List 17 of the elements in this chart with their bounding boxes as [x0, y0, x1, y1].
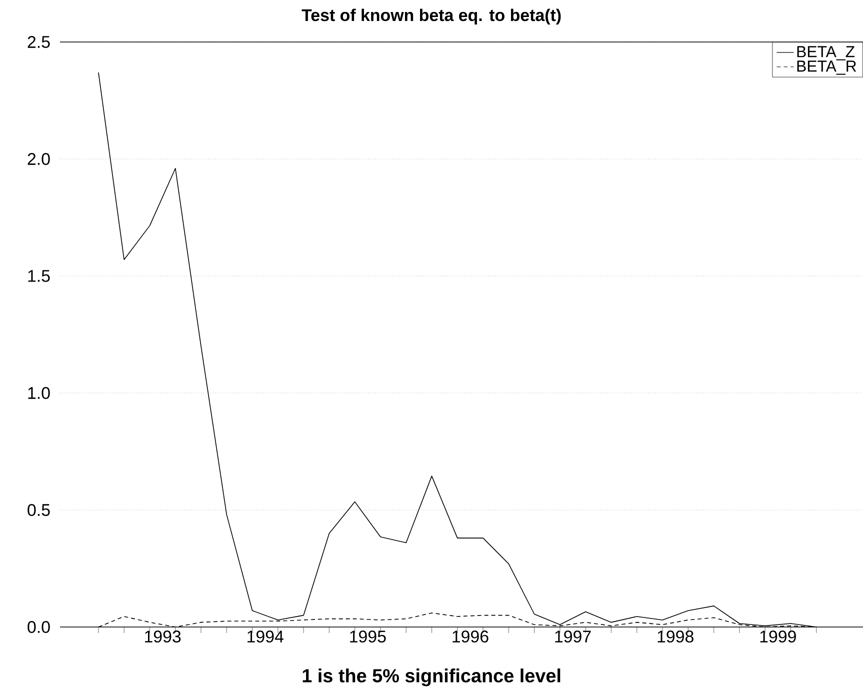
x-tick-label: 1994 — [248, 630, 284, 643]
legend-label: BETA_R — [797, 60, 856, 75]
x-tick-label: 1995 — [350, 630, 386, 643]
legend-label: BETA_Z — [797, 46, 855, 60]
chart-title: Test of known beta eq. to beta(t) — [302, 8, 561, 24]
y-tick-label: 2.0 — [28, 152, 50, 165]
y-tick-label: 1.0 — [28, 387, 50, 399]
x-tick-label: 1996 — [452, 630, 488, 643]
y-tick-label: 2.5 — [28, 36, 50, 48]
x-tick-label: 1998 — [658, 630, 694, 643]
y-tick-label: 0.5 — [28, 504, 50, 516]
x-axis-title: 1 is the 5% significance level — [302, 668, 560, 686]
y-tick-label: 1.5 — [28, 270, 50, 282]
y-tick-label: 0.0 — [28, 621, 50, 633]
x-tick-label: 1999 — [760, 630, 796, 643]
x-tick-label: 1997 — [555, 630, 591, 643]
x-tick-label: 1993 — [145, 630, 181, 643]
